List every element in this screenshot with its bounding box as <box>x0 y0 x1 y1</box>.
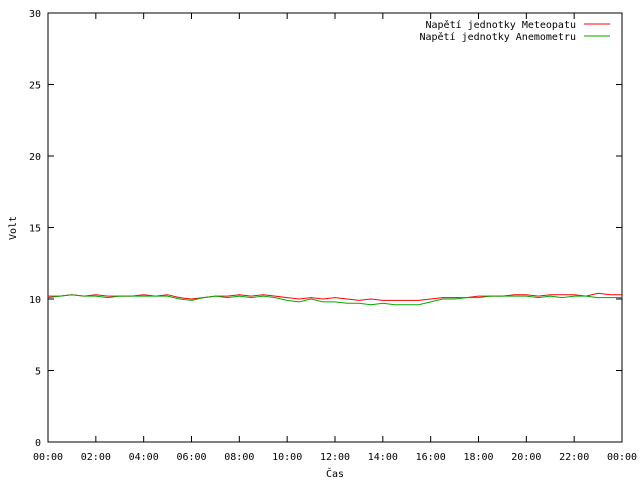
x-tick-label: 20:00 <box>511 452 541 463</box>
y-axis-label: Volt <box>8 216 19 240</box>
series-line-2 <box>47 294 622 306</box>
y-tick-label: 15 <box>29 224 41 235</box>
series-line-1 <box>48 292 622 301</box>
y-tick-label: 30 <box>29 9 41 20</box>
x-tick-label: 18:00 <box>463 452 493 463</box>
y-tick-label: 0 <box>35 438 41 449</box>
legend-label-2: Napětí jednotky Anemometru <box>419 31 576 43</box>
x-tick-label: 04:00 <box>129 452 159 463</box>
x-tick-label: 02:00 <box>81 452 111 463</box>
x-tick-label: 06:00 <box>176 452 206 463</box>
y-tick-label: 10 <box>29 295 41 306</box>
y-tick-label: 25 <box>29 81 41 92</box>
y-tick-label: 5 <box>35 367 41 378</box>
x-tick-label: 00:00 <box>33 452 63 463</box>
plot-frame <box>47 12 623 443</box>
y-tick-label: 20 <box>29 152 41 163</box>
x-tick-label: 14:00 <box>368 452 398 463</box>
x-tick-label: 00:00 <box>607 452 637 463</box>
x-tick-label: 12:00 <box>320 452 350 463</box>
x-tick-label: 16:00 <box>416 452 446 463</box>
y-axis: 0 5 10 15 20 25 30 <box>29 9 622 449</box>
x-tick-label: 08:00 <box>224 452 254 463</box>
x-axis-label: Čas <box>326 467 344 480</box>
legend-label-1: Napětí jednotky Meteopatu <box>425 19 576 31</box>
x-tick-label: 10:00 <box>272 452 302 463</box>
x-tick-label: 22:00 <box>559 452 589 463</box>
series-layer <box>47 292 622 306</box>
x-axis: 00:00 02:00 04:00 06:00 08:00 10:00 12:00 14:00… <box>33 13 637 463</box>
